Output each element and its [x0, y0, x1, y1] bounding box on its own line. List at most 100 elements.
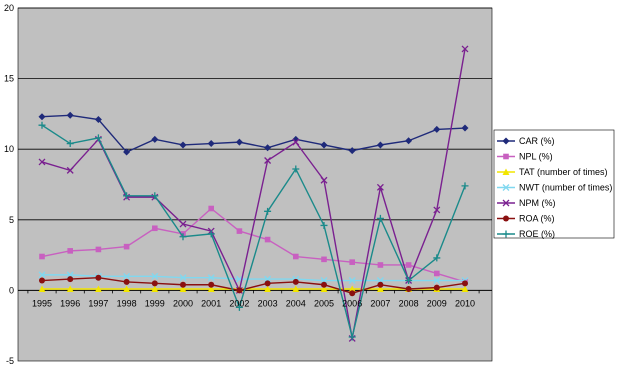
- data-point: [123, 278, 130, 285]
- data-point: [95, 246, 102, 253]
- legend-label: NPM (%): [519, 198, 556, 208]
- data-point: [320, 176, 328, 184]
- data-point: [405, 285, 412, 292]
- data-point: [207, 285, 215, 292]
- x-tick-label: 2009: [427, 298, 447, 308]
- legend-swatch-marker: [502, 168, 510, 175]
- data-point: [461, 45, 469, 53]
- data-point: [179, 274, 187, 282]
- legend-swatch-marker: [502, 199, 510, 207]
- data-point: [264, 236, 271, 243]
- data-point: [433, 125, 441, 133]
- data-point: [461, 182, 469, 190]
- data-point: [405, 262, 412, 268]
- x-tick-label: 2006: [342, 298, 362, 308]
- plot-area: [17, 7, 493, 362]
- data-point: [67, 276, 74, 283]
- x-tick-label: 2002: [229, 298, 249, 308]
- y-tick-label: 0: [9, 285, 14, 295]
- data-point: [321, 256, 327, 263]
- legend-label: NPL (%): [519, 152, 553, 162]
- series-line: [41, 114, 466, 153]
- y-tick-label: 10: [4, 144, 14, 154]
- legend-item: CAR (%): [497, 136, 555, 146]
- data-point: [264, 280, 271, 287]
- data-point: [320, 141, 328, 149]
- data-point: [94, 134, 102, 142]
- y-tick-label: 5: [9, 215, 14, 225]
- x-tick-label: 2000: [173, 298, 193, 308]
- data-point: [348, 277, 356, 284]
- data-point: [348, 333, 356, 341]
- data-point: [320, 285, 328, 292]
- data-point: [38, 121, 46, 129]
- data-point: [39, 277, 45, 284]
- series-group: [38, 45, 469, 342]
- legend-item: NWT (number of times): [497, 183, 612, 193]
- x-tick-label: 1997: [88, 298, 108, 308]
- data-point: [292, 285, 300, 292]
- legend-label: NWT (number of times): [519, 183, 612, 193]
- data-point: [433, 254, 441, 262]
- data-point: [292, 138, 300, 146]
- data-point: [67, 248, 73, 254]
- data-point: [123, 272, 131, 280]
- data-point: [433, 284, 440, 291]
- data-point: [349, 259, 355, 265]
- data-point: [292, 278, 299, 285]
- data-point: [235, 303, 243, 311]
- legend-swatch-marker: [503, 153, 509, 160]
- series-0: [38, 111, 469, 156]
- data-point: [66, 166, 74, 174]
- data-point: [264, 144, 272, 152]
- data-point: [94, 116, 102, 124]
- data-point: [38, 271, 46, 279]
- series-6: [38, 121, 469, 341]
- x-tick-label: 1999: [145, 298, 165, 308]
- data-point: [320, 221, 328, 229]
- x-tick-label: 2005: [314, 298, 334, 308]
- data-point: [208, 281, 215, 288]
- x-tick-label: 2004: [286, 298, 306, 308]
- data-point: [434, 270, 440, 277]
- data-point: [38, 285, 46, 292]
- x-tick-label: 1998: [117, 298, 137, 308]
- data-point: [376, 183, 384, 191]
- legend-item: NPM (%): [497, 198, 556, 208]
- legend-item: ROA (%): [497, 214, 555, 224]
- data-point: [236, 287, 243, 294]
- legend-label: ROE (%): [519, 229, 555, 239]
- y-axis: -5 0 5 10 15 20: [4, 3, 14, 366]
- x-axis-labels: 1995 1996 1997 1998 1999 2000 2001 2002 2003 2004…: [32, 298, 475, 308]
- data-point: [461, 285, 469, 292]
- data-point: [151, 280, 158, 287]
- data-point: [433, 277, 441, 284]
- legend-swatch-marker: [502, 230, 510, 238]
- legend-label: TAT (number of times): [519, 167, 608, 177]
- data-point: [39, 253, 45, 260]
- data-point: [376, 285, 384, 292]
- x-tick-label: 2008: [399, 298, 419, 308]
- data-point: [405, 277, 413, 285]
- data-point: [461, 124, 469, 132]
- legend-item: NPL (%): [497, 152, 553, 162]
- data-point: [207, 274, 215, 282]
- data-point: [95, 274, 102, 281]
- series-line: [41, 276, 466, 294]
- data-point: [66, 111, 74, 119]
- data-point: [292, 165, 300, 173]
- data-point: [152, 225, 158, 232]
- legend-label: ROA (%): [519, 214, 555, 224]
- data-point: [66, 140, 74, 148]
- data-point: [433, 206, 441, 214]
- data-point: [66, 285, 74, 292]
- data-point: [123, 192, 131, 200]
- data-point: [405, 137, 413, 145]
- data-point: [462, 280, 468, 287]
- data-point: [179, 220, 187, 228]
- x-tick-label: 2007: [370, 298, 390, 308]
- y-tick-label: 20: [4, 3, 14, 13]
- legend-box: [493, 129, 615, 239]
- data-point: [208, 205, 214, 212]
